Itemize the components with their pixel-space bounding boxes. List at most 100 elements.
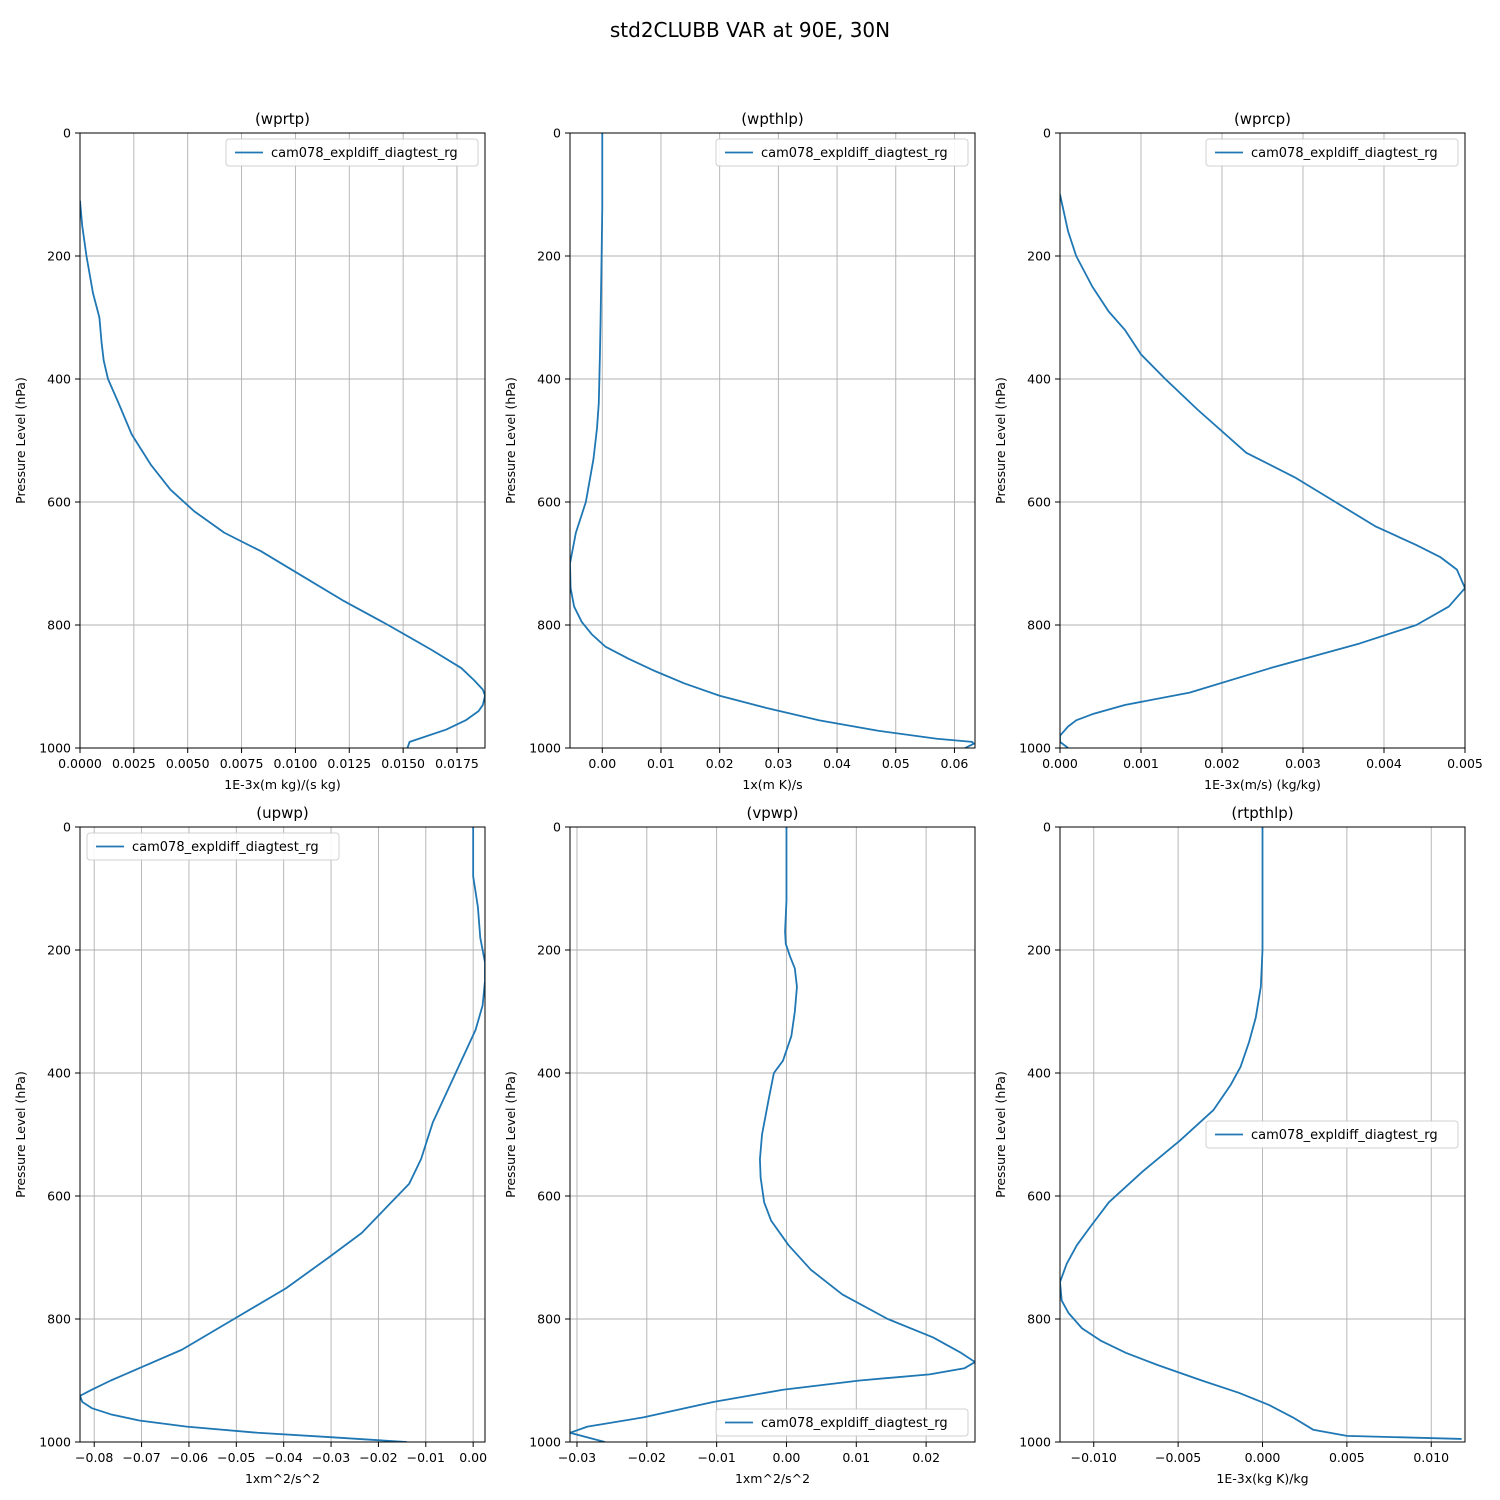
plot-frame [1059,826,1466,1443]
subplot-title: (upwp) [256,804,309,822]
y-axis-label: Pressure Level (hPa) [13,377,28,504]
x-tick-label: 0.003 [1285,756,1321,771]
y-tick-label: 800 [537,618,561,633]
x-tick-label: −0.08 [75,1450,113,1465]
y-tick-label: 1000 [1019,1435,1051,1450]
legend-label: cam078_expldiff_diagtest_rg [761,146,948,161]
legend: cam078_expldiff_diagtest_rg [225,138,479,167]
x-tick-label: −0.07 [122,1450,160,1465]
x-tick-label: −0.04 [265,1450,303,1465]
x-tick-label: 0.06 [941,756,969,771]
x-tick-label: 0.0150 [381,756,425,771]
x-tick-label: 0.00 [459,1450,487,1465]
x-tick-label: 0.0125 [327,756,371,771]
x-tick-label: −0.02 [359,1450,397,1465]
series-line [1060,194,1465,748]
y-tick-label: 600 [1027,1189,1051,1204]
y-tick-label: 600 [537,1189,561,1204]
y-tick-label: 1000 [1019,741,1051,756]
x-tick-label: 0.005 [1447,756,1483,771]
subplot-title: (wprtp) [255,110,310,128]
legend-box [715,1408,969,1437]
y-tick-label: 200 [537,943,561,958]
x-tick-label: 0.000 [1245,1450,1281,1465]
subplot-5: −0.03 −0.02 −0.01 0.00 0.01 0.02 0 200 400 600 800… [503,804,976,1486]
x-tick-label: 0.00 [773,1450,801,1465]
subplot-2: 0.00 0.01 0.02 0.03 0.04 0.05 0.06 0 200 400 600 80… [503,110,976,792]
y-tick-label: 0 [1043,126,1051,141]
y-axis-label: Pressure Level (hPa) [503,377,518,504]
plot-frame [79,826,486,1443]
x-tick-label: 0.03 [764,756,792,771]
x-tick-label: 0.05 [882,756,910,771]
legend-box [715,138,969,167]
legend-label: cam078_expldiff_diagtest_rg [1251,146,1438,161]
plot-frame [79,132,486,749]
series-line [570,133,975,748]
legend-label: cam078_expldiff_diagtest_rg [1251,1128,1438,1143]
subplot-3: 0.000 0.001 0.002 0.003 0.004 0.005 0 200 400 600… [993,110,1483,792]
y-tick-label: 1000 [529,1435,561,1450]
x-tick-label: 0.02 [912,1450,940,1465]
y-tick-label: 600 [47,1189,71,1204]
series-line [1060,827,1462,1440]
x-axis-label: 1E-3x(m kg)/(s kg) [224,777,340,792]
y-axis-label: Pressure Level (hPa) [503,1071,518,1198]
legend-label: cam078_expldiff_diagtest_rg [132,840,319,855]
x-tick-label: −0.05 [217,1450,255,1465]
legend: cam078_expldiff_diagtest_rg [1205,138,1459,167]
y-tick-label: 800 [537,1312,561,1327]
legend-box [86,832,340,861]
series-line [80,827,485,1442]
y-tick-label: 800 [1027,1312,1051,1327]
x-tick-label: 0.005 [1329,1450,1365,1465]
y-tick-label: 400 [1027,372,1051,387]
y-tick-label: 400 [537,372,561,387]
x-tick-label: 0.01 [842,1450,870,1465]
y-tick-label: 0 [553,820,561,835]
subplot-4: −0.08 −0.07 −0.06 −0.05 −0.04 −0.03 −0.02 −0.01… [13,804,487,1486]
y-tick-label: 1000 [39,741,71,756]
legend-label: cam078_expldiff_diagtest_rg [271,146,458,161]
x-tick-label: −0.01 [407,1450,445,1465]
y-tick-label: 200 [47,249,71,264]
x-tick-label: −0.010 [1071,1450,1117,1465]
x-tick-label: −0.06 [170,1450,208,1465]
x-tick-label: −0.02 [628,1450,666,1465]
x-axis-label: 1E-3x(m/s) (kg/kg) [1204,777,1321,792]
x-tick-label: 0.002 [1204,756,1240,771]
legend: cam078_expldiff_diagtest_rg [715,1408,969,1437]
plot-frame [569,132,976,749]
y-tick-label: 1000 [39,1435,71,1450]
series-line [80,200,485,748]
x-axis-label: 1xm^2/s^2 [245,1471,320,1486]
x-axis-label: 1xm^2/s^2 [735,1471,810,1486]
y-tick-label: 600 [47,495,71,510]
x-tick-label: −0.03 [558,1450,596,1465]
y-tick-label: 600 [1027,495,1051,510]
legend-box [225,138,479,167]
plot-frame [1059,132,1466,749]
subplot-title: (wprcp) [1234,110,1291,128]
y-tick-label: 200 [47,943,71,958]
x-axis-label: 1E-3x(kg K)/kg [1216,1471,1308,1486]
x-tick-label: −0.01 [697,1450,735,1465]
legend: cam078_expldiff_diagtest_rg [715,138,969,167]
x-tick-label: 0.00 [588,756,616,771]
y-tick-label: 800 [47,1312,71,1327]
y-tick-label: 400 [47,372,71,387]
y-tick-label: 800 [1027,618,1051,633]
y-tick-label: 800 [47,618,71,633]
y-axis-label: Pressure Level (hPa) [993,1071,1008,1198]
plot-frame [569,826,976,1443]
x-tick-label: 0.001 [1123,756,1159,771]
x-tick-label: 0.004 [1366,756,1402,771]
legend-label: cam078_expldiff_diagtest_rg [761,1416,948,1431]
y-tick-label: 200 [1027,943,1051,958]
figure-title: std2CLUBB VAR at 90E, 30N [610,18,890,42]
y-tick-label: 1000 [529,741,561,756]
x-tick-label: 0.0025 [112,756,156,771]
subplot-title: (rtpthlp) [1231,804,1293,822]
x-tick-label: 0.01 [647,756,675,771]
legend-box [1205,1120,1459,1149]
